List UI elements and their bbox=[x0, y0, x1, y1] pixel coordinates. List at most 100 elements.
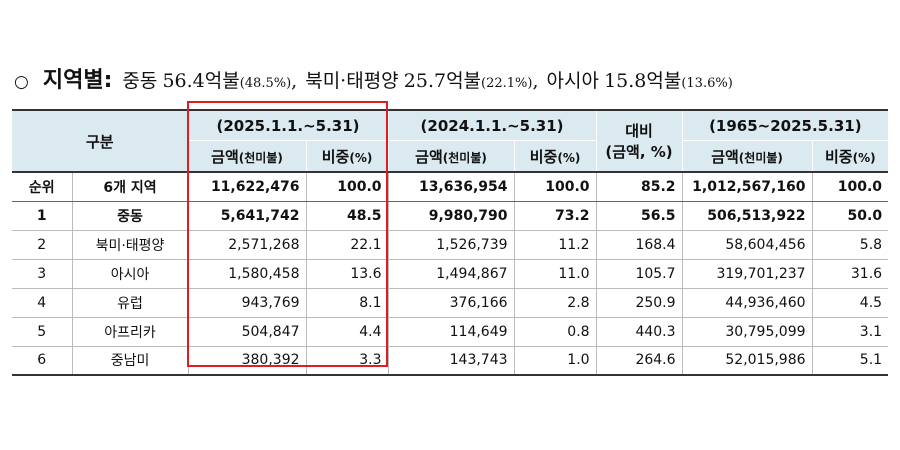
table-cell-amount-total: 319,701,237 bbox=[681, 259, 813, 289]
table-cell-share-2024: 0.8 bbox=[513, 317, 597, 347]
table-cell-share-2025: 8.1 bbox=[305, 288, 389, 318]
table-cell-region: 아프리카 bbox=[71, 317, 189, 347]
table-cell-rank: 2 bbox=[12, 230, 73, 260]
table-cell-share-total: 31.6 bbox=[811, 259, 889, 289]
header-amount-label: 금액 bbox=[211, 147, 239, 166]
table-cell-amount-2024: 1,494,867 bbox=[387, 259, 515, 289]
header-comparison: 대비 (금액, %) bbox=[595, 109, 683, 173]
header-period-2024: (2024.1.1.~5.31) bbox=[387, 109, 597, 141]
table-row: 4 유럽 943,769 8.1 376,166 2.8 250.9 44,936,460 4.… bbox=[12, 288, 889, 318]
table-cell-region: 6개 지역 bbox=[71, 171, 189, 202]
header-category: 구분 bbox=[12, 109, 189, 173]
table-row: 3 아시아 1,580,458 13.6 1,494,867 11.0 105.7 319,7… bbox=[12, 259, 889, 289]
table-cell-share-2024: 11.0 bbox=[513, 259, 597, 289]
table-cell-share-2025: 4.4 bbox=[305, 317, 389, 347]
heading-item-amount: 15.8억불 bbox=[604, 70, 682, 92]
table-cell-amount-total: 30,795,099 bbox=[681, 317, 813, 347]
header-amount-unit: (천미불) bbox=[738, 150, 783, 165]
table-cell-region: 아시아 bbox=[71, 259, 189, 289]
heading-item-amount: 25.7억불 bbox=[403, 70, 482, 92]
table-cell-share-total: 50.0 bbox=[811, 201, 889, 231]
header-amount-label: 금액 bbox=[415, 147, 443, 166]
table-row: 2 북미·태평양 2,571,268 22.1 1,526,739 11.2 168.4 58… bbox=[12, 230, 889, 260]
header-period-2025: (2025.1.1.~5.31) bbox=[187, 109, 389, 141]
table-cell-ratio: 264.6 bbox=[595, 346, 683, 376]
header-amount-unit: (천미불) bbox=[238, 150, 283, 165]
table-cell-rank: 3 bbox=[12, 259, 73, 289]
table-cell-ratio: 168.4 bbox=[595, 230, 683, 260]
table-cell-share-2024: 100.0 bbox=[513, 171, 597, 202]
heading-item-share: (13.6%) bbox=[681, 76, 733, 91]
table-cell-share-2025: 48.5 bbox=[305, 201, 389, 231]
table-cell-region: 중남미 bbox=[71, 346, 189, 376]
table-cell-ratio: 105.7 bbox=[595, 259, 683, 289]
table-cell-amount-2025: 943,769 bbox=[187, 288, 307, 318]
heading-item-amount: 56.4억불 bbox=[162, 70, 240, 92]
heading-colon: : bbox=[103, 68, 113, 93]
table-cell-share-total: 4.5 bbox=[811, 288, 889, 318]
table-cell-amount-total: 1,012,567,160 bbox=[681, 171, 813, 202]
header-comparison-label: 대비 bbox=[625, 122, 653, 140]
table-cell-amount-2024: 143,743 bbox=[387, 346, 515, 376]
table-cell-amount-2025: 504,847 bbox=[187, 317, 307, 347]
table-row-total: 순위 6개 지역 11,622,476 100.0 13,636,954 100.0 85.… bbox=[12, 171, 889, 202]
table-cell-amount-total: 58,604,456 bbox=[681, 230, 813, 260]
table-cell-share-2024: 73.2 bbox=[513, 201, 597, 231]
table-cell-share-total: 5.1 bbox=[811, 346, 889, 376]
table-body: 순위 6개 지역 11,622,476 100.0 13,636,954 100.0 85.… bbox=[12, 171, 889, 376]
header-share-unit: (%) bbox=[852, 150, 876, 165]
table-cell-amount-2025: 380,392 bbox=[187, 346, 307, 376]
table-cell-ratio: 250.9 bbox=[595, 288, 683, 318]
regional-orders-table: 구분 (2025.1.1.~5.31) (2024.1.1.~5.31) 대비 … bbox=[12, 109, 889, 376]
table-row: 5 아프리카 504,847 4.4 114,649 0.8 440.3 30,795,099… bbox=[12, 317, 889, 347]
table-cell-region: 북미·태평양 bbox=[71, 230, 189, 260]
heading-separator: , bbox=[291, 70, 298, 92]
table-cell-amount-total: 506,513,922 bbox=[681, 201, 813, 231]
heading-item-share: (48.5%) bbox=[239, 76, 292, 91]
table-cell-share-total: 5.8 bbox=[811, 230, 889, 260]
table-cell-share-2025: 13.6 bbox=[305, 259, 389, 289]
header-amount-total: 금액(천미불) bbox=[681, 140, 813, 172]
header-period-total: (1965~2025.5.31) bbox=[681, 109, 889, 141]
table-cell-rank: 순위 bbox=[12, 171, 73, 202]
table-cell-rank: 6 bbox=[12, 346, 73, 376]
header-share-label: 비중 bbox=[529, 147, 558, 166]
header-share-label: 비중 bbox=[321, 147, 350, 166]
header-share-label: 비중 bbox=[825, 147, 853, 166]
table-row: 6 중남미 380,392 3.3 143,743 1.0 264.6 52,015,986 5… bbox=[12, 346, 889, 376]
heading-item-share: (22.1%) bbox=[481, 76, 533, 91]
table-cell-amount-2024: 9,980,790 bbox=[387, 201, 515, 231]
table-cell-ratio: 440.3 bbox=[595, 317, 683, 347]
table-row: 1 중동 5,641,742 48.5 9,980,790 73.2 56.5 506,513… bbox=[12, 201, 889, 231]
table-cell-share-2024: 11.2 bbox=[513, 230, 597, 260]
table-cell-amount-total: 44,936,460 bbox=[681, 288, 813, 318]
table-cell-amount-2025: 5,641,742 bbox=[187, 201, 307, 231]
section-heading: ○ 지역별 : 중동 56.4억불 (48.5%), 북미·태평양 25.7억불(… bbox=[14, 62, 733, 98]
table-cell-rank: 4 bbox=[12, 288, 73, 318]
table-cell-amount-2025: 11,622,476 bbox=[187, 171, 307, 202]
heading-lead: 지역별 bbox=[42, 68, 104, 93]
header-share-2024: 비중(%) bbox=[513, 140, 597, 172]
table-cell-rank: 1 bbox=[12, 201, 73, 231]
circle-bullet-icon: ○ bbox=[14, 72, 29, 92]
header-amount-unit: (천미불) bbox=[442, 150, 487, 165]
heading-item-name: 북미·태평양 bbox=[305, 70, 399, 92]
header-amount-2025: 금액(천미불) bbox=[187, 140, 307, 172]
table-cell-share-2025: 3.3 bbox=[305, 346, 389, 376]
table-cell-share-total: 100.0 bbox=[811, 171, 889, 202]
heading-separator: , bbox=[532, 70, 539, 92]
table-cell-share-2025: 100.0 bbox=[305, 171, 389, 202]
heading-item-name: 중동 bbox=[122, 70, 158, 92]
table-cell-rank: 5 bbox=[12, 317, 73, 347]
header-amount-label: 금액 bbox=[711, 147, 739, 166]
table-cell-region: 중동 bbox=[71, 201, 189, 231]
table-cell-share-2024: 1.0 bbox=[513, 346, 597, 376]
table-cell-ratio: 56.5 bbox=[595, 201, 683, 231]
header-share-unit: (%) bbox=[349, 150, 373, 165]
table-cell-share-total: 3.1 bbox=[811, 317, 889, 347]
heading-item-name: 아시아 bbox=[546, 70, 599, 92]
table-cell-share-2024: 2.8 bbox=[513, 288, 597, 318]
table-cell-share-2025: 22.1 bbox=[305, 230, 389, 260]
table-cell-amount-2024: 1,526,739 bbox=[387, 230, 515, 260]
header-share-2025: 비중(%) bbox=[305, 140, 389, 172]
